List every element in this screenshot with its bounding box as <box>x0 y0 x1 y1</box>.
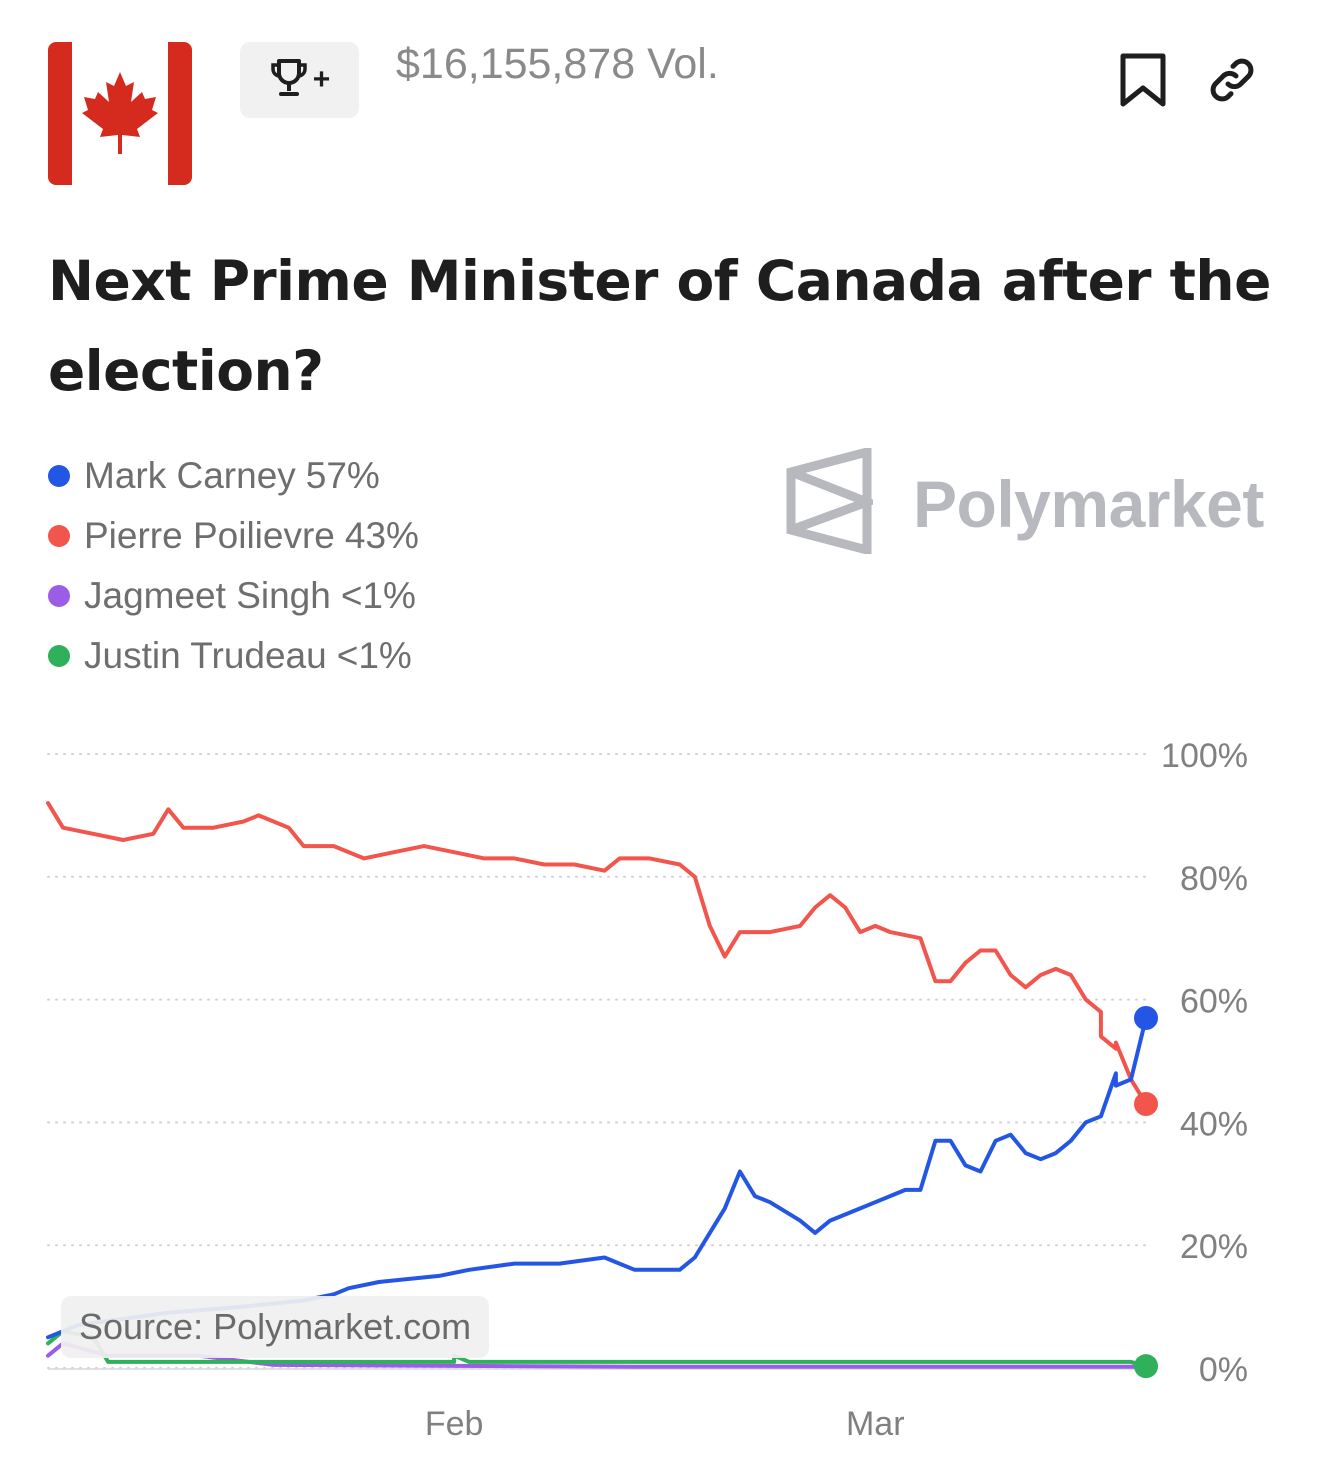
y-tick-label-60: 60% <box>1180 983 1248 1021</box>
polymarket-brand-name: Polymarket <box>913 466 1264 541</box>
legend-dot-poilievre <box>48 525 70 547</box>
legend-item-trudeau: Justin Trudeau <1% <box>48 626 419 686</box>
legend-item-carney: Mark Carney 57% <box>48 446 419 506</box>
polymarket-logo-icon <box>785 446 880 559</box>
legend-value-poilievre: 43% <box>344 515 419 556</box>
legend-dot-carney <box>48 465 70 487</box>
trophy-button[interactable]: + <box>240 42 359 118</box>
link-icon[interactable] <box>1204 52 1260 113</box>
legend-label-trudeau: Justin Trudeau <box>84 635 327 676</box>
chart-legend: Mark Carney 57% Pierre Poilievre 43% Jag… <box>48 446 419 686</box>
trophy-icon <box>269 57 309 104</box>
source-label: Source: Polymarket.com <box>61 1296 490 1358</box>
legend-label-singh: Jagmeet Singh <box>84 575 331 616</box>
legend-label-poilievre: Pierre Poilievre <box>84 515 335 556</box>
legend-dot-singh <box>48 585 70 607</box>
legend-value-carney: 57% <box>305 455 380 496</box>
y-tick-label-40: 40% <box>1180 1105 1248 1143</box>
legend-value-trudeau: <1% <box>336 635 412 676</box>
legend-item-poilievre: Pierre Poilievre 43% <box>48 506 419 566</box>
trophy-plus-label: + <box>312 63 331 96</box>
legend-item-singh: Jagmeet Singh <1% <box>48 566 419 626</box>
polymarket-watermark: Polymarket <box>785 446 1264 559</box>
series-line-mark-carney <box>46 1016 1148 1340</box>
legend-dot-trudeau <box>48 645 70 667</box>
y-tick-label-20: 20% <box>1180 1228 1248 1266</box>
y-tick-label-80: 80% <box>1180 860 1248 898</box>
legend-value-singh: <1% <box>340 575 416 616</box>
y-tick-label-100: 100% <box>1161 737 1248 775</box>
series-endpoint-justin-trudeau <box>1134 1354 1158 1379</box>
legend-label-carney: Mark Carney <box>84 455 296 496</box>
series-endpoint-pierre-poilievre <box>1134 1091 1158 1116</box>
canada-flag-icon <box>48 42 192 185</box>
series-endpoint-mark-carney <box>1134 1006 1158 1031</box>
y-tick-label-0: 0% <box>1199 1351 1248 1389</box>
bookmark-icon[interactable] <box>1118 52 1168 113</box>
volume-label: $16,155,878 Vol. <box>396 40 719 88</box>
x-tick-label-mar: Mar <box>846 1405 905 1440</box>
series-line-pierre-poilievre <box>46 801 1148 1106</box>
x-tick-label-feb: Feb <box>425 1405 484 1440</box>
page-title: Next Prime Minister of Canada after the … <box>48 249 1271 403</box>
